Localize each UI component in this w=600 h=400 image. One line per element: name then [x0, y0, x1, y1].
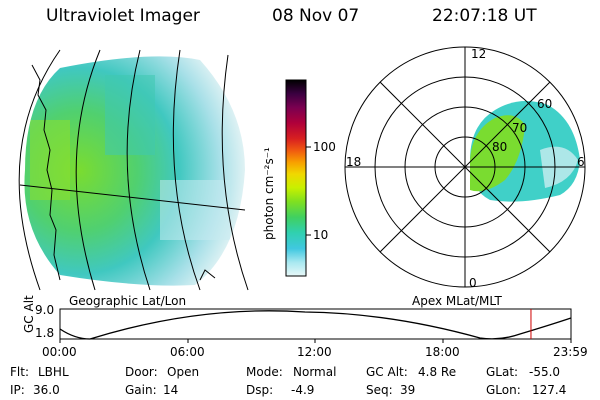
lat-label-70: 70 [512, 121, 528, 135]
glon-value: 127.4 [532, 383, 567, 397]
lat-label-80: 80 [492, 140, 508, 154]
seq-label: Seq: [366, 383, 393, 397]
gcalt-label: GC Alt: [366, 365, 408, 379]
flt-value: LBHL [38, 365, 69, 379]
dsp-value: -4.9 [291, 383, 315, 397]
ip-label: IP: [10, 383, 25, 397]
alt-ytick-1: 1.8 [35, 326, 55, 340]
gain-value: 14 [163, 383, 179, 397]
instrument-title: Ultraviolet Imager [46, 6, 200, 26]
polar-caption: Apex MLat/MLT [412, 294, 502, 308]
alt-ytick-9: 9.0 [35, 303, 55, 317]
seq-value: 39 [400, 383, 416, 397]
mlt-label-0: 0 [469, 276, 477, 290]
alt-xtick-2: 12:00 [297, 345, 332, 359]
geo-caption: Geographic Lat/Lon [69, 294, 187, 308]
alt-xtick-4: 23:59 [553, 345, 588, 359]
alt-xtick-0: 00:00 [42, 345, 77, 359]
gain-label: Gain: [125, 383, 157, 397]
alt-ylabel: GC Alt [22, 295, 36, 333]
glon-label: GLon: [486, 383, 521, 397]
gcalt-value: 4.8 Re [418, 365, 457, 379]
time-label: 22:07:18 UT [432, 6, 537, 26]
door-label: Door: [125, 365, 158, 379]
dsp-label: Dsp: [246, 383, 274, 397]
mlt-label-18: 18 [346, 155, 362, 169]
glat-label: GLat: [486, 365, 519, 379]
date-label: 08 Nov 07 [272, 6, 360, 26]
colorbar-tick-10: 10 [313, 228, 329, 242]
alt-xtick-3: 18:00 [425, 345, 460, 359]
mode-label: Mode: [246, 365, 283, 379]
mlt-label-12: 12 [471, 47, 487, 61]
alt-xtick-1: 06:00 [170, 345, 205, 359]
coastline [31, 64, 216, 281]
ip-value: 36.0 [33, 383, 60, 397]
glat-value: -55.0 [529, 365, 561, 379]
door-value: Open [167, 365, 200, 379]
mode-value: Normal [293, 365, 337, 379]
flt-label: Flt: [10, 365, 29, 379]
geo-grid [18, 49, 249, 291]
colorbar-tick-100: 100 [313, 140, 336, 154]
altitude-curve [59, 310, 572, 340]
mlt-label-6: 6 [577, 155, 585, 169]
lat-label-60: 60 [537, 97, 553, 111]
